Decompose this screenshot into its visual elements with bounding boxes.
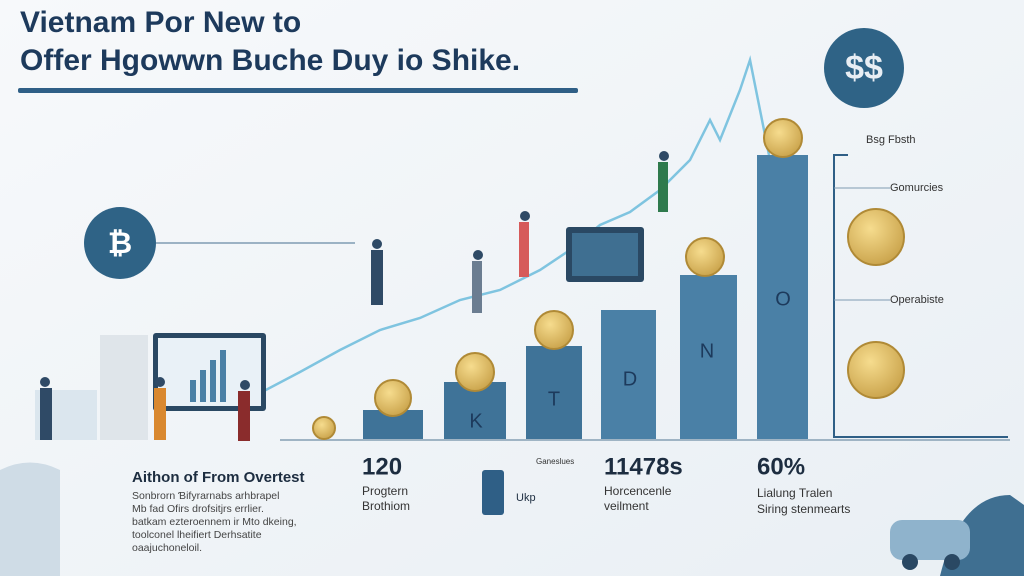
bitcoin-badge xyxy=(84,207,156,279)
device-icon xyxy=(482,470,504,515)
person xyxy=(472,261,482,313)
coin xyxy=(763,118,803,158)
person xyxy=(240,380,250,390)
person xyxy=(371,250,383,305)
person xyxy=(238,391,250,441)
cabinet xyxy=(100,335,148,440)
bar-label: N xyxy=(700,340,714,362)
coin xyxy=(455,352,495,392)
coin xyxy=(847,208,905,266)
stat-line: Siring stenmearts xyxy=(757,502,850,516)
title-underline xyxy=(18,88,578,93)
screen-bar xyxy=(200,370,206,402)
dollar-badge xyxy=(824,28,904,108)
intro-line: Mb fad Ofirs drofsitjrs errlier. xyxy=(132,503,264,515)
person xyxy=(658,162,668,212)
bar-label: O xyxy=(775,288,791,310)
device-caption: Ganeslues xyxy=(536,457,574,466)
intro-line: batkam ezteroennem ir Mto dkeing, xyxy=(132,516,297,528)
person xyxy=(372,239,382,249)
trend-line xyxy=(261,55,791,394)
stat-value: 11478s xyxy=(604,453,683,480)
decor-wheel xyxy=(944,554,960,570)
person xyxy=(473,250,483,260)
decor-wheel xyxy=(902,554,918,570)
title-line: Offer Hgowwn Buche Duy io Shike. xyxy=(20,44,520,77)
intro-line: Sonbrorn Ɓifyrarnabs arhbrapel xyxy=(132,490,279,502)
screen-bar xyxy=(210,360,216,402)
bar xyxy=(757,155,808,440)
decor-hill xyxy=(0,462,60,576)
decor-car xyxy=(890,520,970,560)
person xyxy=(659,151,669,161)
bracket xyxy=(833,154,1008,438)
person xyxy=(519,222,529,277)
stat-line: Progtern xyxy=(362,484,408,498)
coin xyxy=(685,237,725,277)
intro-heading: Aithon of From Overtest xyxy=(132,469,305,486)
stat-value: 120 xyxy=(362,453,402,480)
bar-label: K xyxy=(469,410,483,432)
person xyxy=(40,388,52,440)
stat-line: veilment xyxy=(604,499,649,513)
person xyxy=(154,388,166,440)
title-line: Vietnam Por New to xyxy=(20,6,301,39)
bar-label: T xyxy=(548,388,560,410)
side-label: Bsg Fbsth xyxy=(866,134,916,146)
bar xyxy=(601,310,656,440)
bar-label: D xyxy=(623,368,637,390)
stat-line: Lialung Tralen xyxy=(757,486,832,500)
badge-glyph: ₿ xyxy=(108,227,132,260)
intro-line: oaajuchoneloil. xyxy=(132,542,202,554)
device-tag: Ukp xyxy=(516,492,536,504)
stat-line: Brothiom xyxy=(362,499,410,513)
bar xyxy=(680,275,737,440)
badge-glyph: $$ xyxy=(845,49,883,87)
coin xyxy=(534,310,574,350)
side-label: Gomurcies xyxy=(890,182,944,194)
coin xyxy=(847,341,905,399)
bar xyxy=(526,346,582,440)
intro-line: toolconel lheifiert Derhsatite xyxy=(132,529,262,541)
person xyxy=(40,377,50,387)
laptop-screen xyxy=(572,233,638,276)
screen-bar xyxy=(190,380,196,402)
coin xyxy=(374,379,412,417)
coin xyxy=(312,416,336,440)
stat-value: 60% xyxy=(757,453,805,480)
person xyxy=(520,211,530,221)
screen-bar xyxy=(220,350,226,402)
person xyxy=(155,377,165,387)
stat-line: Horcencenle xyxy=(604,484,672,498)
side-label: Operabiste xyxy=(890,294,944,306)
